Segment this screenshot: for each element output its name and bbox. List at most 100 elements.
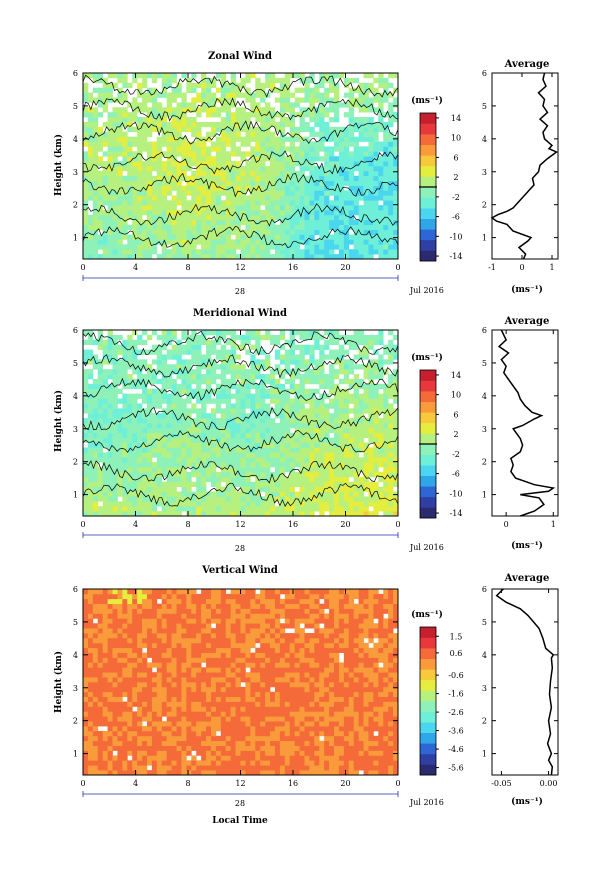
heatmap-cell bbox=[161, 82, 168, 89]
heatmap-cell bbox=[117, 210, 123, 216]
heatmap-cell bbox=[334, 180, 340, 186]
heatmap-cell bbox=[220, 87, 227, 93]
heatmap-cell bbox=[210, 234, 217, 240]
heatmap-cell bbox=[102, 219, 108, 226]
heatmap-cell bbox=[122, 254, 128, 260]
heatmap-cell bbox=[225, 156, 231, 162]
heatmap-cell bbox=[156, 359, 163, 365]
heatmap-cell bbox=[343, 364, 350, 370]
heatmap-cell bbox=[353, 151, 359, 157]
heatmap-cell bbox=[255, 506, 261, 512]
heatmap-cell bbox=[235, 354, 241, 360]
heatmap-cell bbox=[270, 141, 276, 147]
heatmap-cell bbox=[142, 642, 148, 649]
heatmap-cell bbox=[393, 423, 399, 429]
heatmap-cell bbox=[260, 398, 266, 404]
heatmap-cell bbox=[299, 491, 305, 497]
heatmap-cell bbox=[181, 486, 187, 492]
heatmap-cell bbox=[156, 369, 163, 375]
heatmap-cell bbox=[186, 175, 192, 182]
heatmap-cell bbox=[304, 491, 310, 497]
heatmap-cell bbox=[299, 413, 305, 419]
heatmap-cell bbox=[83, 219, 89, 226]
heatmap-cell bbox=[132, 205, 138, 211]
x-tick-label: 12 bbox=[235, 520, 245, 529]
x-tick-label: 12 bbox=[235, 263, 245, 272]
heatmap-cell bbox=[83, 662, 89, 668]
heatmap-cell bbox=[171, 136, 177, 142]
heatmap-cell bbox=[250, 467, 256, 473]
heatmap-cell bbox=[161, 205, 168, 211]
heatmap-cell bbox=[142, 745, 148, 751]
heatmap-cell bbox=[289, 349, 295, 355]
heatmap-cell bbox=[87, 457, 94, 463]
heatmap-cell bbox=[265, 200, 271, 206]
heatmap-cell bbox=[206, 447, 212, 453]
heatmap-cell bbox=[358, 92, 364, 98]
heatmap-cell bbox=[348, 457, 355, 463]
heatmap-cell bbox=[304, 234, 310, 240]
heatmap-cell bbox=[309, 457, 315, 463]
heatmap-cell bbox=[378, 491, 384, 497]
heatmap-cell bbox=[270, 121, 276, 128]
heatmap-cell bbox=[215, 161, 222, 167]
heatmap-cell bbox=[107, 623, 113, 629]
heatmap-cell bbox=[388, 73, 394, 79]
heatmap-cell bbox=[112, 393, 118, 399]
y-tick-label: 3 bbox=[73, 168, 78, 177]
heatmap-cell bbox=[151, 161, 158, 167]
heatmap-cell bbox=[245, 210, 251, 216]
heatmap-cell bbox=[102, 393, 108, 399]
heatmap-cell bbox=[220, 180, 227, 186]
heatmap-cell bbox=[117, 613, 123, 619]
heatmap-cell bbox=[161, 442, 168, 448]
heatmap-cell bbox=[235, 364, 241, 370]
heatmap-cell bbox=[294, 398, 300, 404]
heatmap-cell bbox=[274, 437, 281, 443]
heatmap-cell bbox=[338, 369, 345, 375]
heatmap-cell bbox=[92, 403, 99, 409]
heatmap-cell bbox=[87, 374, 94, 380]
heatmap-cell bbox=[388, 166, 394, 172]
heatmap-cell bbox=[87, 726, 94, 732]
heatmap-cell bbox=[166, 496, 172, 502]
heatmap-cell bbox=[151, 107, 158, 113]
heatmap-cell bbox=[215, 393, 222, 399]
heatmap-cell bbox=[314, 190, 320, 196]
heatmap-cell bbox=[122, 369, 128, 375]
heatmap-cell bbox=[358, 151, 364, 157]
heatmap-cell bbox=[112, 388, 118, 394]
heatmap-cell bbox=[112, 496, 118, 502]
heatmap-cell bbox=[171, 344, 177, 350]
heatmap-cell bbox=[156, 234, 163, 240]
heatmap-cell bbox=[186, 117, 192, 123]
heatmap-cell bbox=[363, 200, 369, 206]
heatmap-cell bbox=[186, 383, 192, 390]
heatmap-cell bbox=[146, 224, 153, 230]
heatmap-cell bbox=[289, 447, 295, 453]
heatmap-cell bbox=[117, 682, 123, 688]
heatmap-cell bbox=[171, 447, 177, 453]
heatmap-cell bbox=[83, 730, 89, 737]
heatmap-cell bbox=[363, 496, 369, 502]
heatmap-cell bbox=[191, 437, 197, 443]
heatmap-cell bbox=[142, 750, 148, 756]
heatmap-cell bbox=[220, 239, 227, 245]
heatmap-cell bbox=[107, 457, 113, 463]
heatmap-cell bbox=[329, 452, 335, 458]
heatmap-cell bbox=[142, 496, 148, 502]
heatmap-cell bbox=[112, 481, 118, 487]
heatmap-cell bbox=[83, 349, 89, 355]
heatmap-cell bbox=[393, 452, 399, 458]
heatmap-cell bbox=[329, 87, 335, 93]
heatmap-cell bbox=[329, 481, 335, 487]
heatmap-cell bbox=[132, 457, 138, 463]
heatmap-cell bbox=[368, 447, 374, 453]
heatmap-cell bbox=[358, 413, 364, 419]
heatmap-cell bbox=[210, 214, 217, 221]
heatmap-cell bbox=[383, 136, 389, 142]
heatmap-cell bbox=[240, 77, 246, 84]
heatmap-cell bbox=[289, 491, 295, 497]
y-tick-label: 1 bbox=[73, 234, 78, 243]
heatmap-cell bbox=[191, 180, 197, 186]
